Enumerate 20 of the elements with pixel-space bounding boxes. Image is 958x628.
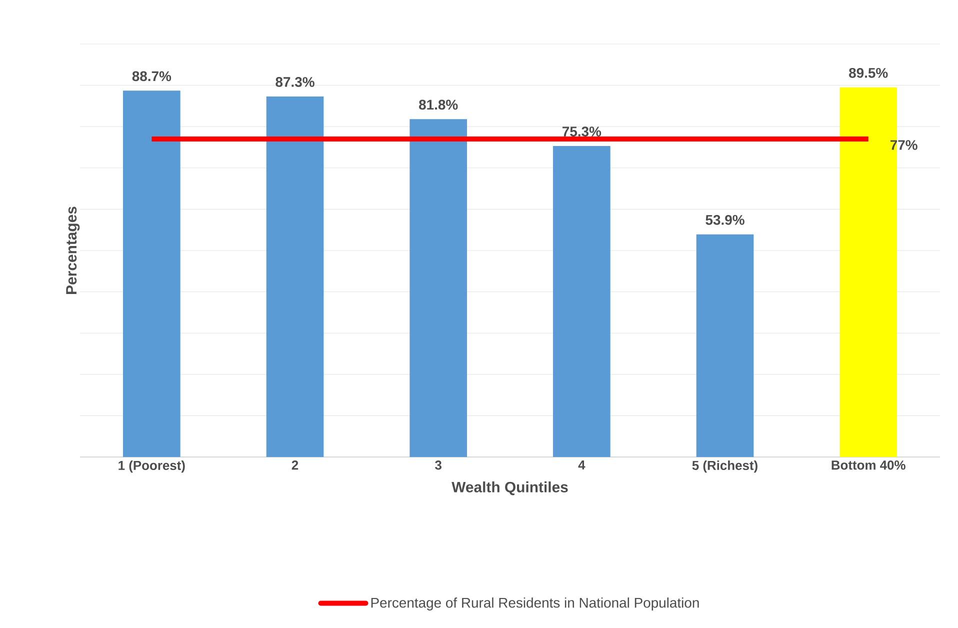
x-tick-label: 2 [292,460,298,470]
bar [266,96,324,457]
x-axis-title: Wealth Quintiles [452,481,568,496]
bar [123,90,180,457]
data-label: 75.3% [562,126,602,136]
data-label: 88.7% [132,71,172,82]
y-axis-title: Percentages [66,206,80,294]
data-label: 81.8% [419,100,458,110]
data-label: 87.3% [276,77,314,87]
x-tick-label: Bottom 40% [832,460,906,470]
legend-label: Percentage of Rural Residents in National Population [371,597,699,610]
data-label: 53.9% [706,214,744,225]
x-tick-label: 4 [578,460,586,470]
x-tick-label: 1 (Poorest) [118,460,185,473]
bar [553,146,610,457]
bar [696,234,754,457]
x-tick-label: 5 (Richest) [692,460,758,473]
data-label: 89.5% [849,68,888,78]
x-tick-label: 3 [435,460,442,470]
bar [410,119,468,457]
